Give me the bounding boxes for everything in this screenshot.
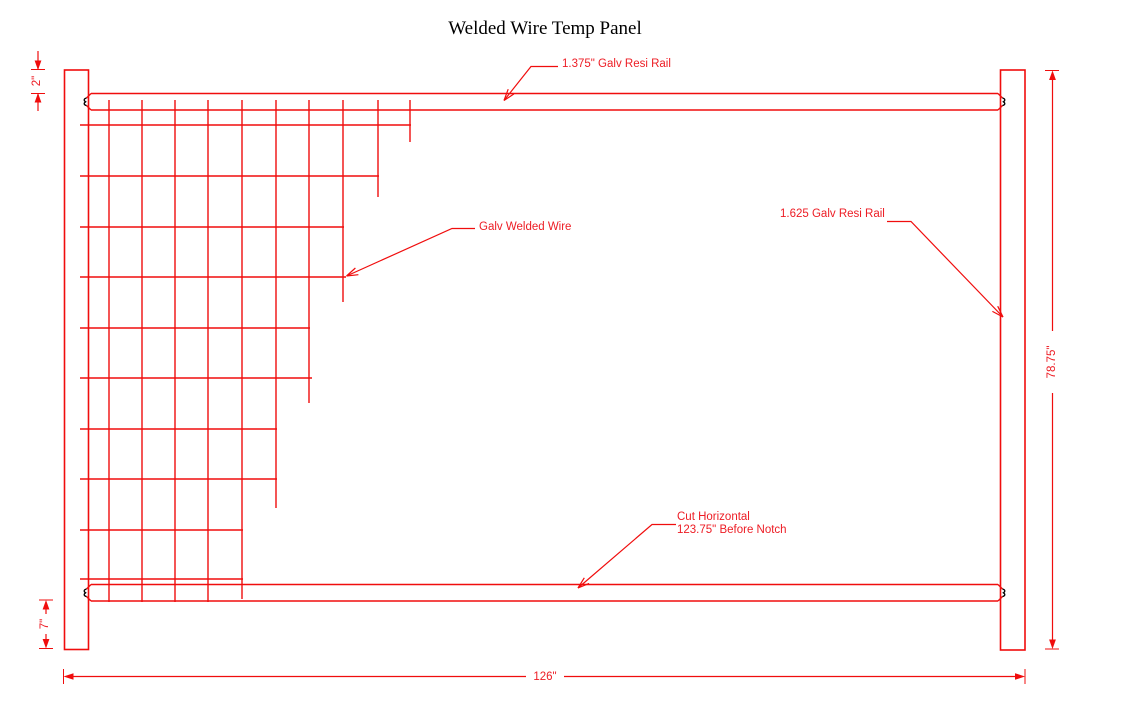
leader-cut-horizontal xyxy=(577,523,676,589)
bottom-rail xyxy=(83,583,1006,602)
drawing-title: Welded Wire Temp Panel xyxy=(448,18,642,39)
leader-welded-wire xyxy=(346,227,475,277)
dimension-label-2in: 2" xyxy=(31,74,43,88)
annotation-cut-line1: Cut Horizontal xyxy=(677,511,750,523)
dimension-height xyxy=(1045,70,1059,650)
left-post xyxy=(63,69,90,651)
dimension-2in xyxy=(31,51,45,111)
arrowhead xyxy=(346,267,359,277)
notch-mark-right xyxy=(1002,97,1006,107)
dimension-label-7in: 7" xyxy=(39,617,51,631)
top-rail xyxy=(83,92,1006,111)
leader-right-rail xyxy=(887,220,1004,318)
right-post xyxy=(999,69,1026,651)
arrowhead xyxy=(992,305,1004,318)
annotation-right-rail: 1.625 Galv Resi Rail xyxy=(780,208,885,220)
notch-mark-right xyxy=(1002,588,1006,598)
annotation-cut-line2: 123.75" Before Notch xyxy=(677,524,787,536)
annotation-welded-wire: Galv Welded Wire xyxy=(479,221,572,233)
notch-mark-left xyxy=(83,97,87,107)
arrowhead xyxy=(503,88,515,102)
notch-mark-left xyxy=(83,588,87,598)
annotation-cut-horizontal: Cut Horizontal 123.75" Before Notch xyxy=(677,511,787,537)
leader-top-rail xyxy=(503,65,558,102)
wire-mesh xyxy=(80,100,411,602)
dimension-label-width: 126" xyxy=(532,671,558,683)
arrowhead xyxy=(577,577,590,589)
dimension-width xyxy=(63,669,1026,684)
annotation-top-rail: 1.375" Galv Resi Rail xyxy=(562,58,671,70)
dimension-7in xyxy=(39,599,53,649)
dimension-label-height: 78.75" xyxy=(1046,344,1058,380)
